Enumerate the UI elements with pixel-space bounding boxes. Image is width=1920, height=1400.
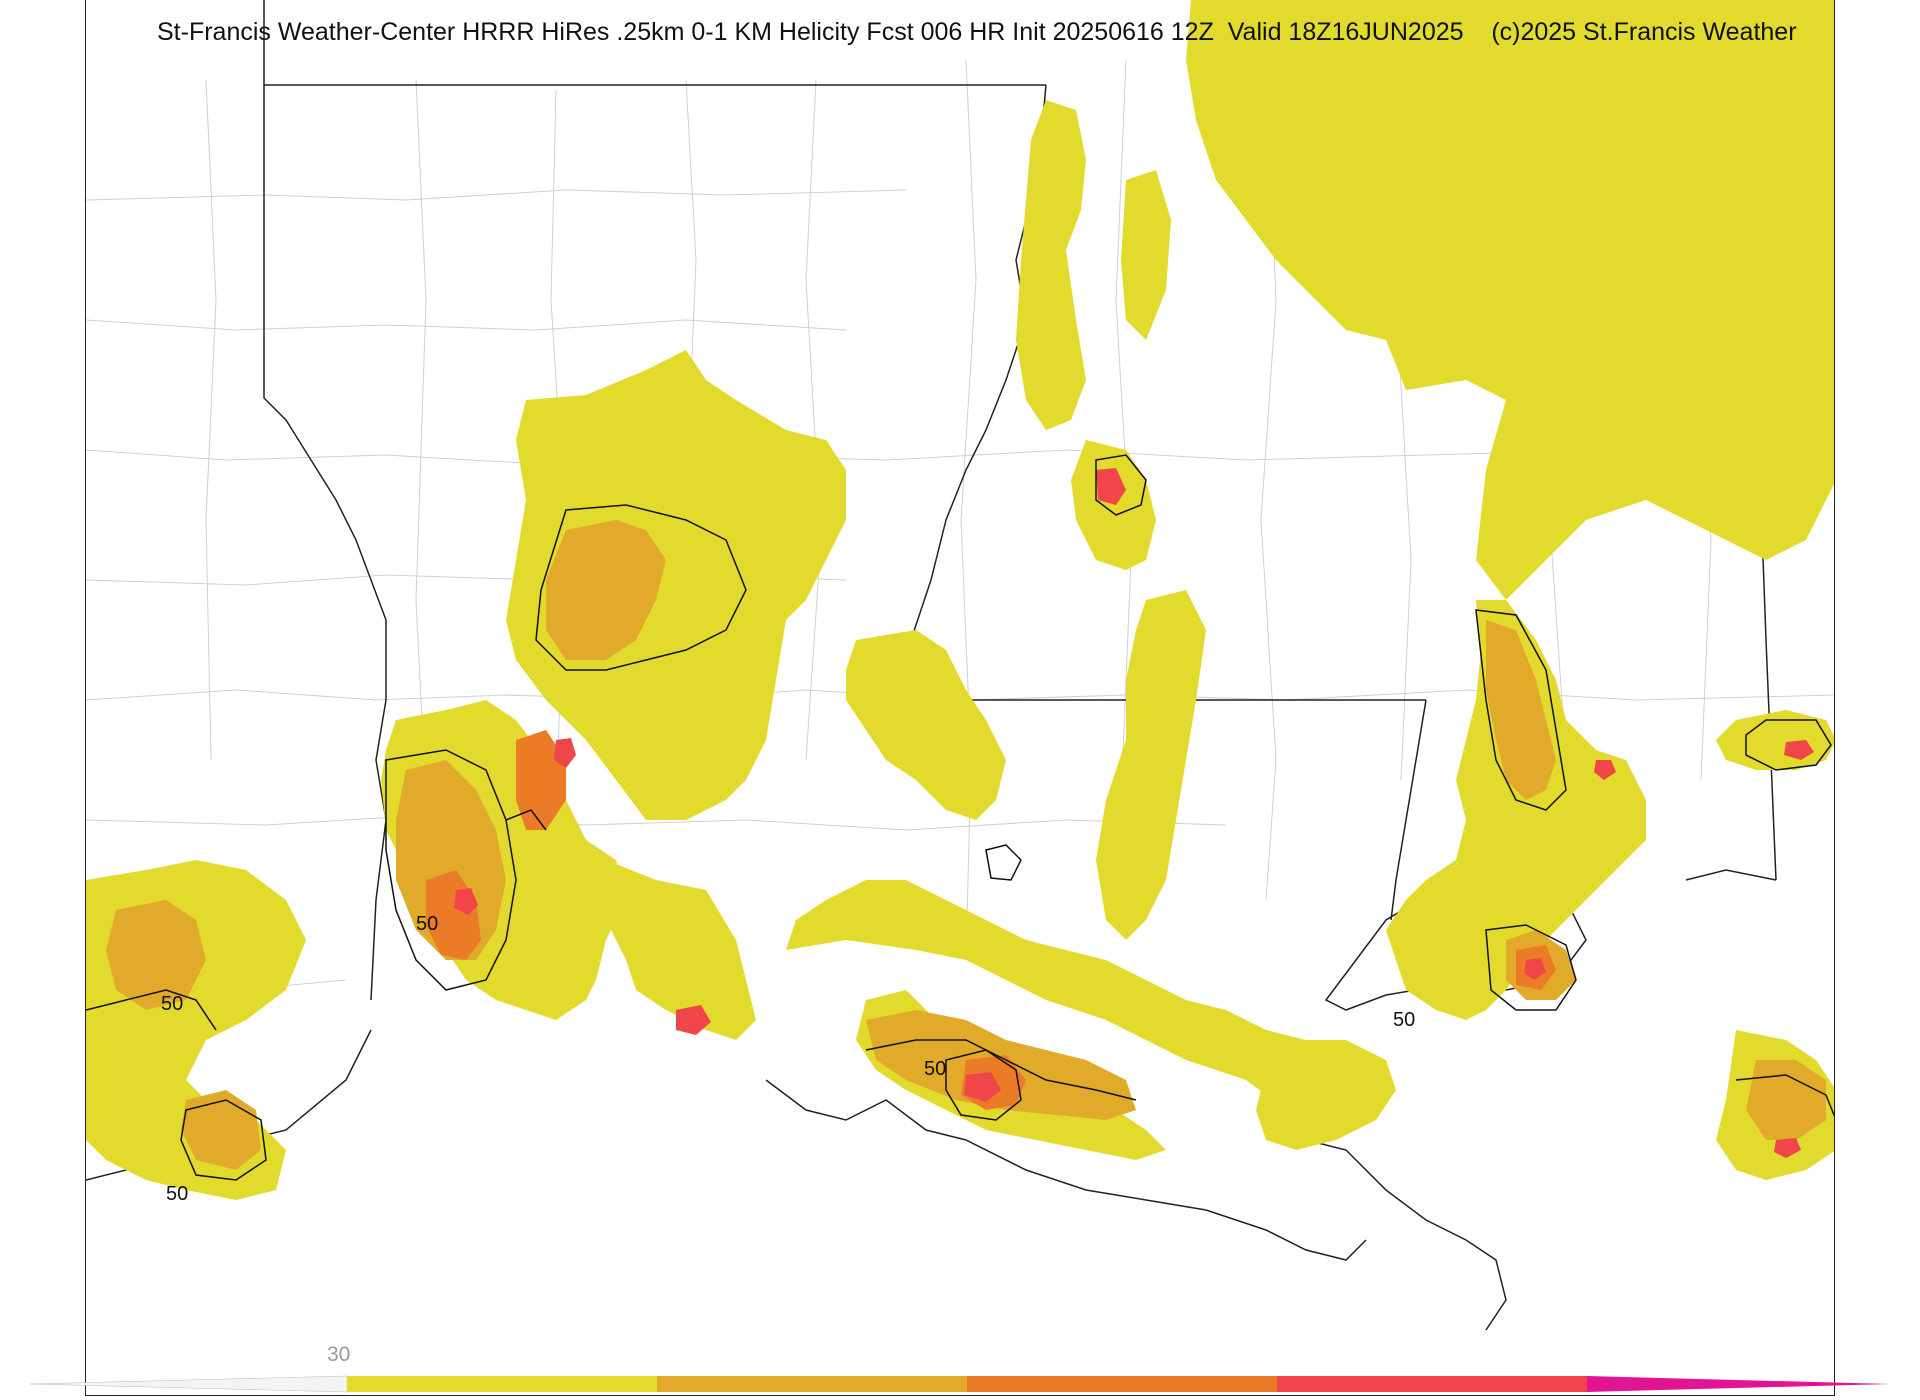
helicity-map: 50 50 50 50 50 50 <box>86 0 1834 1331</box>
contour-label: 50 <box>924 1058 946 1080</box>
map-frame: 50 50 50 50 50 50 <box>85 0 1835 1396</box>
contour-label: 50 <box>166 1183 188 1205</box>
contour-lines <box>86 454 1834 1181</box>
contour-label: 50 <box>416 913 438 935</box>
helicity-fill-orange <box>106 520 1826 1170</box>
contour-label-group: 50 50 50 50 50 50 <box>161 0 1758 1205</box>
helicity-fill-red <box>454 468 1814 1158</box>
colorbar-segment-1 <box>347 1376 657 1392</box>
map-title: St-Francis Weather-Center HRRR HiRes .25… <box>157 18 1797 46</box>
contour-label: 50 <box>1393 1009 1415 1031</box>
colorbar-right-arrow <box>1587 1376 1890 1392</box>
colorbar-segment-3 <box>967 1376 1277 1392</box>
colorbar-segment-2 <box>657 1376 967 1392</box>
colorbar-left-arrow <box>30 1375 348 1393</box>
colorbar <box>30 1375 1890 1393</box>
contour-label: 50 <box>161 993 183 1015</box>
colorbar-segment-4 <box>1277 1376 1587 1392</box>
contour-label: 50 <box>1736 0 1758 5</box>
colorbar-tick-label: 30 <box>327 1343 351 1366</box>
